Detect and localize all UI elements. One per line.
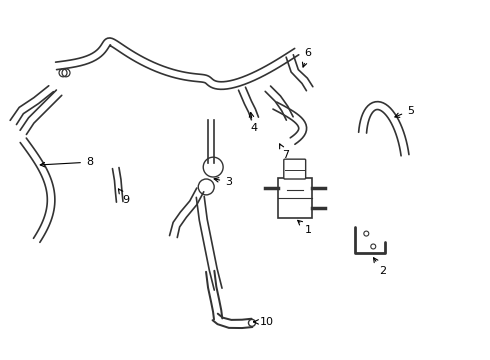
Text: 5: 5	[395, 105, 414, 117]
Text: 6: 6	[302, 48, 312, 67]
Text: 1: 1	[298, 220, 312, 235]
FancyBboxPatch shape	[284, 159, 306, 179]
Text: 3: 3	[214, 177, 232, 187]
Text: 9: 9	[119, 189, 130, 205]
Text: 7: 7	[280, 144, 289, 160]
Text: 2: 2	[373, 258, 386, 276]
FancyBboxPatch shape	[278, 178, 312, 218]
Text: 4: 4	[249, 113, 257, 134]
Text: 8: 8	[40, 157, 93, 167]
Text: 10: 10	[254, 317, 274, 327]
